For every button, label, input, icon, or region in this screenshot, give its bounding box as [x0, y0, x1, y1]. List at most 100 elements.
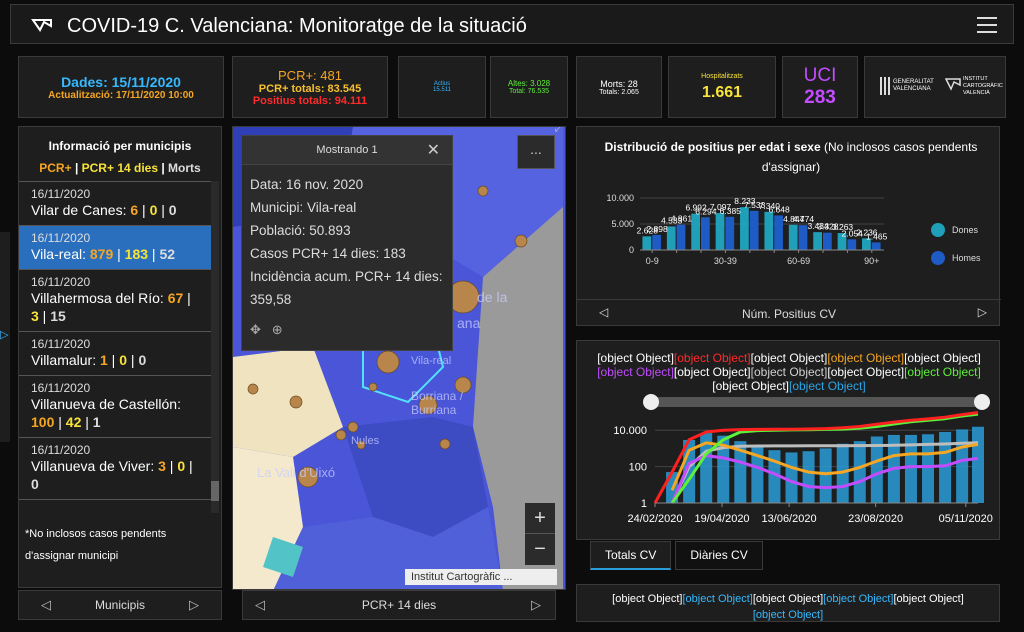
prev[interactable]: ◁	[255, 597, 265, 612]
item-value: 879	[89, 246, 114, 262]
title-part: [object Object]	[904, 365, 981, 379]
next[interactable]: ▷	[977, 305, 987, 319]
title-part: [object Object]	[750, 351, 828, 365]
expand-button[interactable]: ⤢	[555, 126, 563, 134]
item-name: Villanueva de Castellón	[31, 396, 178, 412]
morts-box: Morts: 28 Totals: 2.065	[576, 56, 662, 118]
item-value: 1	[100, 352, 108, 368]
altes-box: Altes: 3.028 Total: 76.535	[490, 56, 568, 118]
hosp-label: Hospitalitzats	[701, 72, 743, 80]
prev[interactable]: ◁	[599, 305, 609, 319]
age-nav: ◁ Núm. Positius CV ▷	[577, 299, 1001, 328]
time-panel: [object Object][object Object][object Ob…	[576, 340, 1000, 540]
popup-close[interactable]: ✕	[426, 142, 440, 159]
popup-line: Casos PCR+ 14 dies: 183	[250, 246, 406, 261]
morts: Morts: 28	[600, 78, 638, 89]
popup-line: Data: 16 nov. 2020	[250, 177, 364, 192]
title-part: [object Object]	[597, 351, 674, 365]
map-label: Vila-real	[411, 355, 452, 367]
age-heading: Distribució de positius per edat i sexe …	[593, 137, 989, 177]
item-name: Villanueva de Viver	[31, 458, 151, 474]
source: [object Object][object Object][object Ob…	[576, 584, 1000, 622]
item-name: Vilar de Canes	[31, 202, 123, 218]
source-link: [object Object]	[752, 609, 824, 621]
menu-button[interactable]	[977, 16, 999, 34]
app-icon	[31, 19, 52, 32]
item-line: Villanueva de Viver: 3 | 0 | 0	[31, 458, 193, 492]
item-value: 0	[119, 352, 128, 368]
pcr-total: PCR+ totals: 83.545	[258, 82, 362, 95]
item-line: Villahermosa del Río: 67 | 3 | 15	[31, 290, 191, 324]
uci: 283	[804, 87, 836, 108]
item-value: 67	[167, 290, 184, 306]
chart-subtitle: (No inclosos casos pendents d'assignar)	[761, 140, 978, 174]
item-date: 16/11/2020	[31, 275, 91, 289]
popup-line: Població: 50.893	[250, 223, 351, 238]
scrollbar[interactable]	[211, 181, 219, 513]
chart-title: [object Object][object Object][object Ob…	[577, 351, 1001, 393]
municipis-nav: ◁ Municipis ▷	[18, 590, 222, 620]
municipi-item[interactable]: 16/11/2020 Vila-real: 879 | 183 | 52	[19, 226, 211, 270]
icv-text: INSTITUT CARTOGRÀFIC VALENCIÀ	[963, 76, 1003, 97]
icv-logo	[945, 78, 961, 91]
prev[interactable]: ◁	[41, 597, 51, 612]
hosp-box: Hospitalitzats 1.661	[668, 56, 776, 118]
logo-line: VALENCIANA	[893, 86, 931, 92]
tab[interactable]: Diàries CV	[675, 541, 763, 570]
side-toggle[interactable]: ▷	[0, 232, 10, 442]
municipi-item[interactable]: 16/11/2020 Vilar de Canes: 6 | 0 | 0	[19, 182, 211, 226]
item-value: 0	[149, 202, 158, 218]
zoom-in[interactable]: +	[534, 507, 546, 529]
municipi-item[interactable]: 16/11/2020 Villanueva de Viver: 3 | 0 | 0	[19, 438, 211, 500]
positius-total: Positius totals: 94.111	[252, 94, 368, 107]
map-label: Borriana / Burriana	[411, 389, 464, 417]
item-name: Vila-real	[31, 246, 83, 262]
municipi-item[interactable]: 16/11/2020 Villanueva de Castellón: 100 |…	[19, 376, 211, 438]
zoom-out[interactable]: −	[525, 533, 555, 564]
altes: Altes: 3.028	[507, 79, 551, 88]
map-label: La Vall d'Uixó	[257, 465, 336, 480]
legend-entry: Morts	[168, 161, 201, 175]
item-value: 6	[130, 202, 139, 218]
municipis-list: 16/11/2020 Vilar de Canes: 6 | 0 | 0 16/11…	[19, 181, 211, 514]
source-link: [object Object]	[823, 593, 894, 605]
source-label: [object Object]	[612, 593, 683, 605]
source-label: [object Object]	[752, 593, 824, 605]
title-part: [object Object]	[673, 351, 751, 365]
nav-label: Núm. Positius CV	[741, 307, 837, 321]
more-button[interactable]: ...	[517, 135, 555, 169]
gva-logo	[880, 77, 890, 95]
item-line: Vilar de Canes: 6 | 0 | 0	[31, 202, 177, 218]
next[interactable]: ▷	[189, 597, 199, 612]
uci-box: UCI 283	[782, 56, 858, 118]
popup-actions[interactable]: ✥ ⊕	[250, 322, 283, 337]
item-value: 42	[65, 414, 82, 430]
item-line: Villanueva de Castellón: 100 | 42 | 1	[31, 396, 181, 430]
title-part: [object Object]	[789, 379, 866, 393]
morts-total: Totals: 2.065	[599, 88, 639, 96]
logo-line: CARTOGRÀFIC	[963, 83, 1003, 89]
item-value: 1	[92, 414, 101, 430]
municipi-item[interactable]: 16/11/2020 Villahermosa del Río: 67 | 3 |…	[19, 270, 211, 332]
item-value: 0	[138, 352, 147, 368]
actius-label: Actius	[433, 81, 451, 87]
logo-line: GENERALITAT	[893, 79, 934, 85]
legend-entry: PCR+	[39, 161, 72, 175]
item-name: Villahermosa del Río	[31, 290, 160, 306]
date-box: Dades: 15/11/2020 Actualització: 17/11/2…	[18, 56, 224, 118]
municipi-item[interactable]: 16/11/2020 Villamalur: 1 | 0 | 0	[19, 332, 211, 376]
map-label: ana	[457, 315, 481, 331]
chart-title: Distribució de positius per edat i sexe	[604, 140, 821, 154]
item-value: 100	[31, 414, 55, 430]
popup-body: Data: 16 nov. 2020 Municipi: Vila-real Pob…	[242, 165, 452, 319]
source-label: [object Object]	[893, 593, 964, 605]
tab[interactable]: Totals CV	[590, 541, 672, 570]
title-part: [object Object]	[904, 351, 981, 365]
item-value: 15	[50, 308, 66, 324]
hosp: 1.661	[701, 83, 743, 101]
item-value: 0	[168, 202, 177, 218]
municipis-panel: Informació per municipis PCR+ | PCR+ 14 …	[18, 126, 222, 588]
logo-line: INSTITUT	[963, 76, 988, 82]
next[interactable]: ▷	[531, 597, 541, 612]
